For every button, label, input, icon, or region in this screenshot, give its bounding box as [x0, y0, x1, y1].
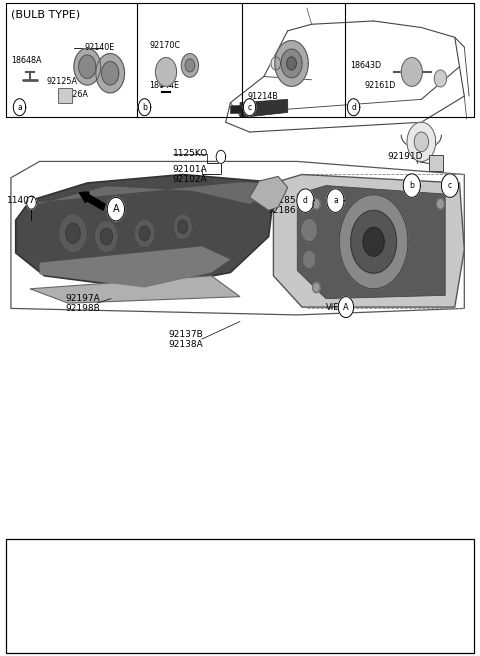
- Text: 18648A: 18648A: [11, 56, 41, 65]
- Bar: [58, 89, 72, 102]
- Polygon shape: [338, 297, 354, 318]
- Polygon shape: [39, 247, 230, 287]
- Polygon shape: [275, 41, 308, 87]
- Text: 92140E: 92140E: [85, 43, 115, 52]
- Text: 92125A: 92125A: [47, 77, 78, 85]
- Polygon shape: [66, 224, 80, 243]
- Text: 18644E: 18644E: [149, 81, 180, 89]
- Polygon shape: [138, 98, 151, 115]
- Polygon shape: [100, 228, 112, 245]
- Polygon shape: [302, 251, 316, 268]
- Polygon shape: [74, 49, 101, 85]
- Polygon shape: [437, 199, 444, 209]
- Polygon shape: [327, 189, 344, 213]
- Polygon shape: [414, 132, 429, 152]
- Text: 91214B: 91214B: [247, 92, 278, 100]
- Polygon shape: [185, 59, 195, 72]
- Text: a: a: [17, 103, 22, 112]
- Polygon shape: [243, 98, 256, 115]
- Polygon shape: [287, 57, 296, 70]
- Polygon shape: [96, 54, 124, 93]
- Text: A: A: [343, 302, 349, 312]
- Polygon shape: [134, 219, 155, 248]
- Polygon shape: [300, 218, 318, 242]
- Text: 92138A: 92138A: [168, 340, 203, 349]
- Polygon shape: [108, 197, 124, 221]
- Polygon shape: [16, 174, 274, 289]
- Text: d: d: [351, 103, 356, 112]
- Text: A: A: [113, 204, 119, 214]
- Bar: [6, 539, 474, 653]
- Text: VIEW: VIEW: [326, 302, 348, 312]
- Polygon shape: [181, 54, 199, 77]
- Polygon shape: [30, 276, 240, 303]
- Polygon shape: [403, 174, 420, 197]
- Polygon shape: [178, 220, 188, 234]
- Polygon shape: [271, 57, 281, 70]
- Text: c: c: [248, 103, 252, 112]
- Text: 92170C: 92170C: [149, 41, 180, 51]
- Polygon shape: [401, 58, 422, 87]
- Polygon shape: [156, 58, 177, 87]
- Text: b: b: [409, 181, 414, 190]
- Polygon shape: [95, 220, 118, 253]
- Polygon shape: [407, 122, 436, 161]
- Polygon shape: [59, 214, 87, 253]
- Text: 92101A: 92101A: [172, 165, 207, 174]
- Text: b: b: [142, 103, 147, 112]
- Polygon shape: [297, 186, 445, 298]
- Text: 92191D: 92191D: [387, 152, 422, 161]
- Polygon shape: [281, 49, 302, 78]
- Polygon shape: [216, 150, 226, 163]
- Text: 92102A: 92102A: [172, 175, 207, 184]
- Text: (BULB TYPE): (BULB TYPE): [11, 9, 80, 20]
- Polygon shape: [274, 174, 464, 307]
- Polygon shape: [351, 211, 396, 273]
- Text: 92185: 92185: [268, 196, 296, 205]
- Text: 92137B: 92137B: [168, 330, 203, 339]
- Polygon shape: [442, 174, 458, 197]
- Text: 1125KO: 1125KO: [173, 149, 208, 158]
- Polygon shape: [102, 62, 119, 85]
- Text: 92197A: 92197A: [66, 294, 101, 303]
- Text: 92161D: 92161D: [364, 81, 396, 89]
- Polygon shape: [139, 226, 150, 241]
- Polygon shape: [348, 98, 360, 115]
- Text: 92198B: 92198B: [66, 304, 101, 313]
- Polygon shape: [35, 182, 269, 204]
- Polygon shape: [240, 99, 288, 117]
- Polygon shape: [297, 189, 314, 213]
- Polygon shape: [339, 195, 408, 289]
- FancyArrow shape: [79, 192, 105, 210]
- Polygon shape: [434, 70, 446, 87]
- Polygon shape: [27, 196, 36, 209]
- Polygon shape: [250, 176, 288, 211]
- Polygon shape: [79, 55, 96, 79]
- Polygon shape: [312, 199, 320, 209]
- Text: d: d: [303, 196, 308, 205]
- Text: 18643D: 18643D: [350, 61, 381, 70]
- Text: 92126A: 92126A: [58, 90, 89, 98]
- Text: a: a: [333, 196, 338, 205]
- Polygon shape: [13, 98, 26, 115]
- Polygon shape: [230, 104, 254, 113]
- Text: 11407: 11407: [7, 196, 36, 205]
- Text: c: c: [448, 181, 452, 190]
- Text: 92186: 92186: [268, 206, 296, 215]
- Polygon shape: [363, 228, 384, 256]
- Polygon shape: [312, 282, 320, 293]
- Bar: [429, 155, 443, 171]
- Polygon shape: [173, 214, 192, 240]
